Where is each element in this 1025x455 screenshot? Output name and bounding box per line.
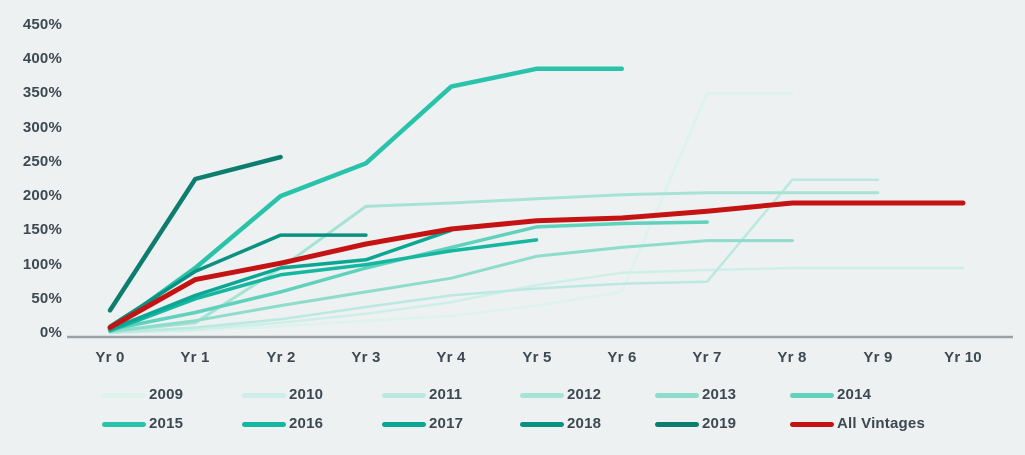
legend-label: 2019 xyxy=(702,415,737,432)
legend-swatch-icon xyxy=(655,421,699,427)
chart-plot-area: 0% 50% 100% 150% 200% 250% 300% 350% 400% 450% Yr… xyxy=(22,16,1013,366)
x-tick-label-2: Yr 2 xyxy=(266,349,296,366)
legend-item-2019: 2019 xyxy=(655,415,736,433)
legend-swatch-icon xyxy=(102,392,146,398)
legend-swatch-icon xyxy=(242,392,286,398)
legend-swatch-icon xyxy=(655,392,699,398)
plot-line-2009 xyxy=(108,92,794,335)
y-tick-label-50: 50% xyxy=(31,290,62,307)
y-tick-label-150: 150% xyxy=(22,221,62,238)
x-tick-label-0: Yr 0 xyxy=(95,349,125,366)
plot-line-all-vintages xyxy=(107,200,966,330)
y-tick-label-350: 350% xyxy=(22,84,62,101)
legend-swatch-icon xyxy=(790,392,834,398)
legend-label: 2018 xyxy=(567,415,602,432)
legend-swatch-icon xyxy=(520,392,564,398)
legend-item-2012: 2012 xyxy=(520,386,601,404)
x-tick-label-4: Yr 4 xyxy=(436,349,466,366)
legend-label: All Vintages xyxy=(837,415,925,432)
legend-swatch-icon xyxy=(102,421,146,427)
plot-line-2017 xyxy=(108,228,453,332)
x-tick-label-6: Yr 6 xyxy=(607,349,637,366)
legend-label: 2011 xyxy=(429,386,463,403)
y-tick-label-300: 300% xyxy=(22,119,62,136)
y-tick-label-0: 0% xyxy=(39,324,62,341)
y-tick-label-200: 200% xyxy=(22,187,62,204)
legend-label: 2017 xyxy=(429,415,464,432)
legend-item-2009: 2009 xyxy=(102,386,183,404)
plot-line-2015 xyxy=(107,66,625,332)
plot-line-2018 xyxy=(108,233,368,328)
legend-item-2013: 2013 xyxy=(655,386,736,404)
legend-swatch-icon xyxy=(790,421,834,427)
legend-item-2010: 2010 xyxy=(242,386,323,404)
y-tick-label-100: 100% xyxy=(22,256,62,273)
legend-item-2018: 2018 xyxy=(520,415,601,433)
legend-label: 2009 xyxy=(149,386,184,403)
plot-line-2019 xyxy=(107,154,283,313)
legend-item-2015: 2015 xyxy=(102,415,183,433)
y-tick-label-450: 450% xyxy=(22,16,62,33)
legend-item-2011: 2011 xyxy=(382,386,462,404)
legend-item-2014: 2014 xyxy=(790,386,871,404)
plot-line-2013 xyxy=(108,239,794,334)
plot-line-2011 xyxy=(108,178,879,335)
plot-line-2010 xyxy=(108,266,965,335)
plot-line-2012 xyxy=(108,191,880,334)
y-tick-label-250: 250% xyxy=(22,153,62,170)
x-tick-label-1: Yr 1 xyxy=(180,349,210,366)
legend-swatch-icon xyxy=(382,421,426,427)
legend-label: 2013 xyxy=(702,386,737,403)
legend-label: 2016 xyxy=(289,415,324,432)
legend-label: 2015 xyxy=(149,415,184,432)
chart-legend: 2009 2010 2011 2012 2013 2014 2015 2016 2017 2018… xyxy=(0,378,1025,455)
x-tick-label-3: Yr 3 xyxy=(351,349,381,366)
chart-svg xyxy=(67,66,1013,339)
y-tick-label-400: 400% xyxy=(22,50,62,67)
plot-line-2016 xyxy=(108,238,539,333)
x-tick-label-10: Yr 10 xyxy=(944,349,982,366)
legend-swatch-icon xyxy=(520,421,564,427)
x-tick-label-5: Yr 5 xyxy=(522,349,552,366)
legend-label: 2010 xyxy=(289,386,324,403)
x-tick-label-8: Yr 8 xyxy=(777,349,807,366)
legend-label: 2012 xyxy=(567,386,602,403)
legend-label: 2014 xyxy=(837,386,872,403)
x-tick-label-7: Yr 7 xyxy=(692,349,722,366)
x-tick-label-9: Yr 9 xyxy=(863,349,893,366)
legend-item-2017: 2017 xyxy=(382,415,463,433)
legend-swatch-icon xyxy=(382,392,426,398)
legend-item-all-vintages: All Vintages xyxy=(790,415,925,433)
legend-item-2016: 2016 xyxy=(242,415,323,433)
legend-swatch-icon xyxy=(242,421,286,427)
